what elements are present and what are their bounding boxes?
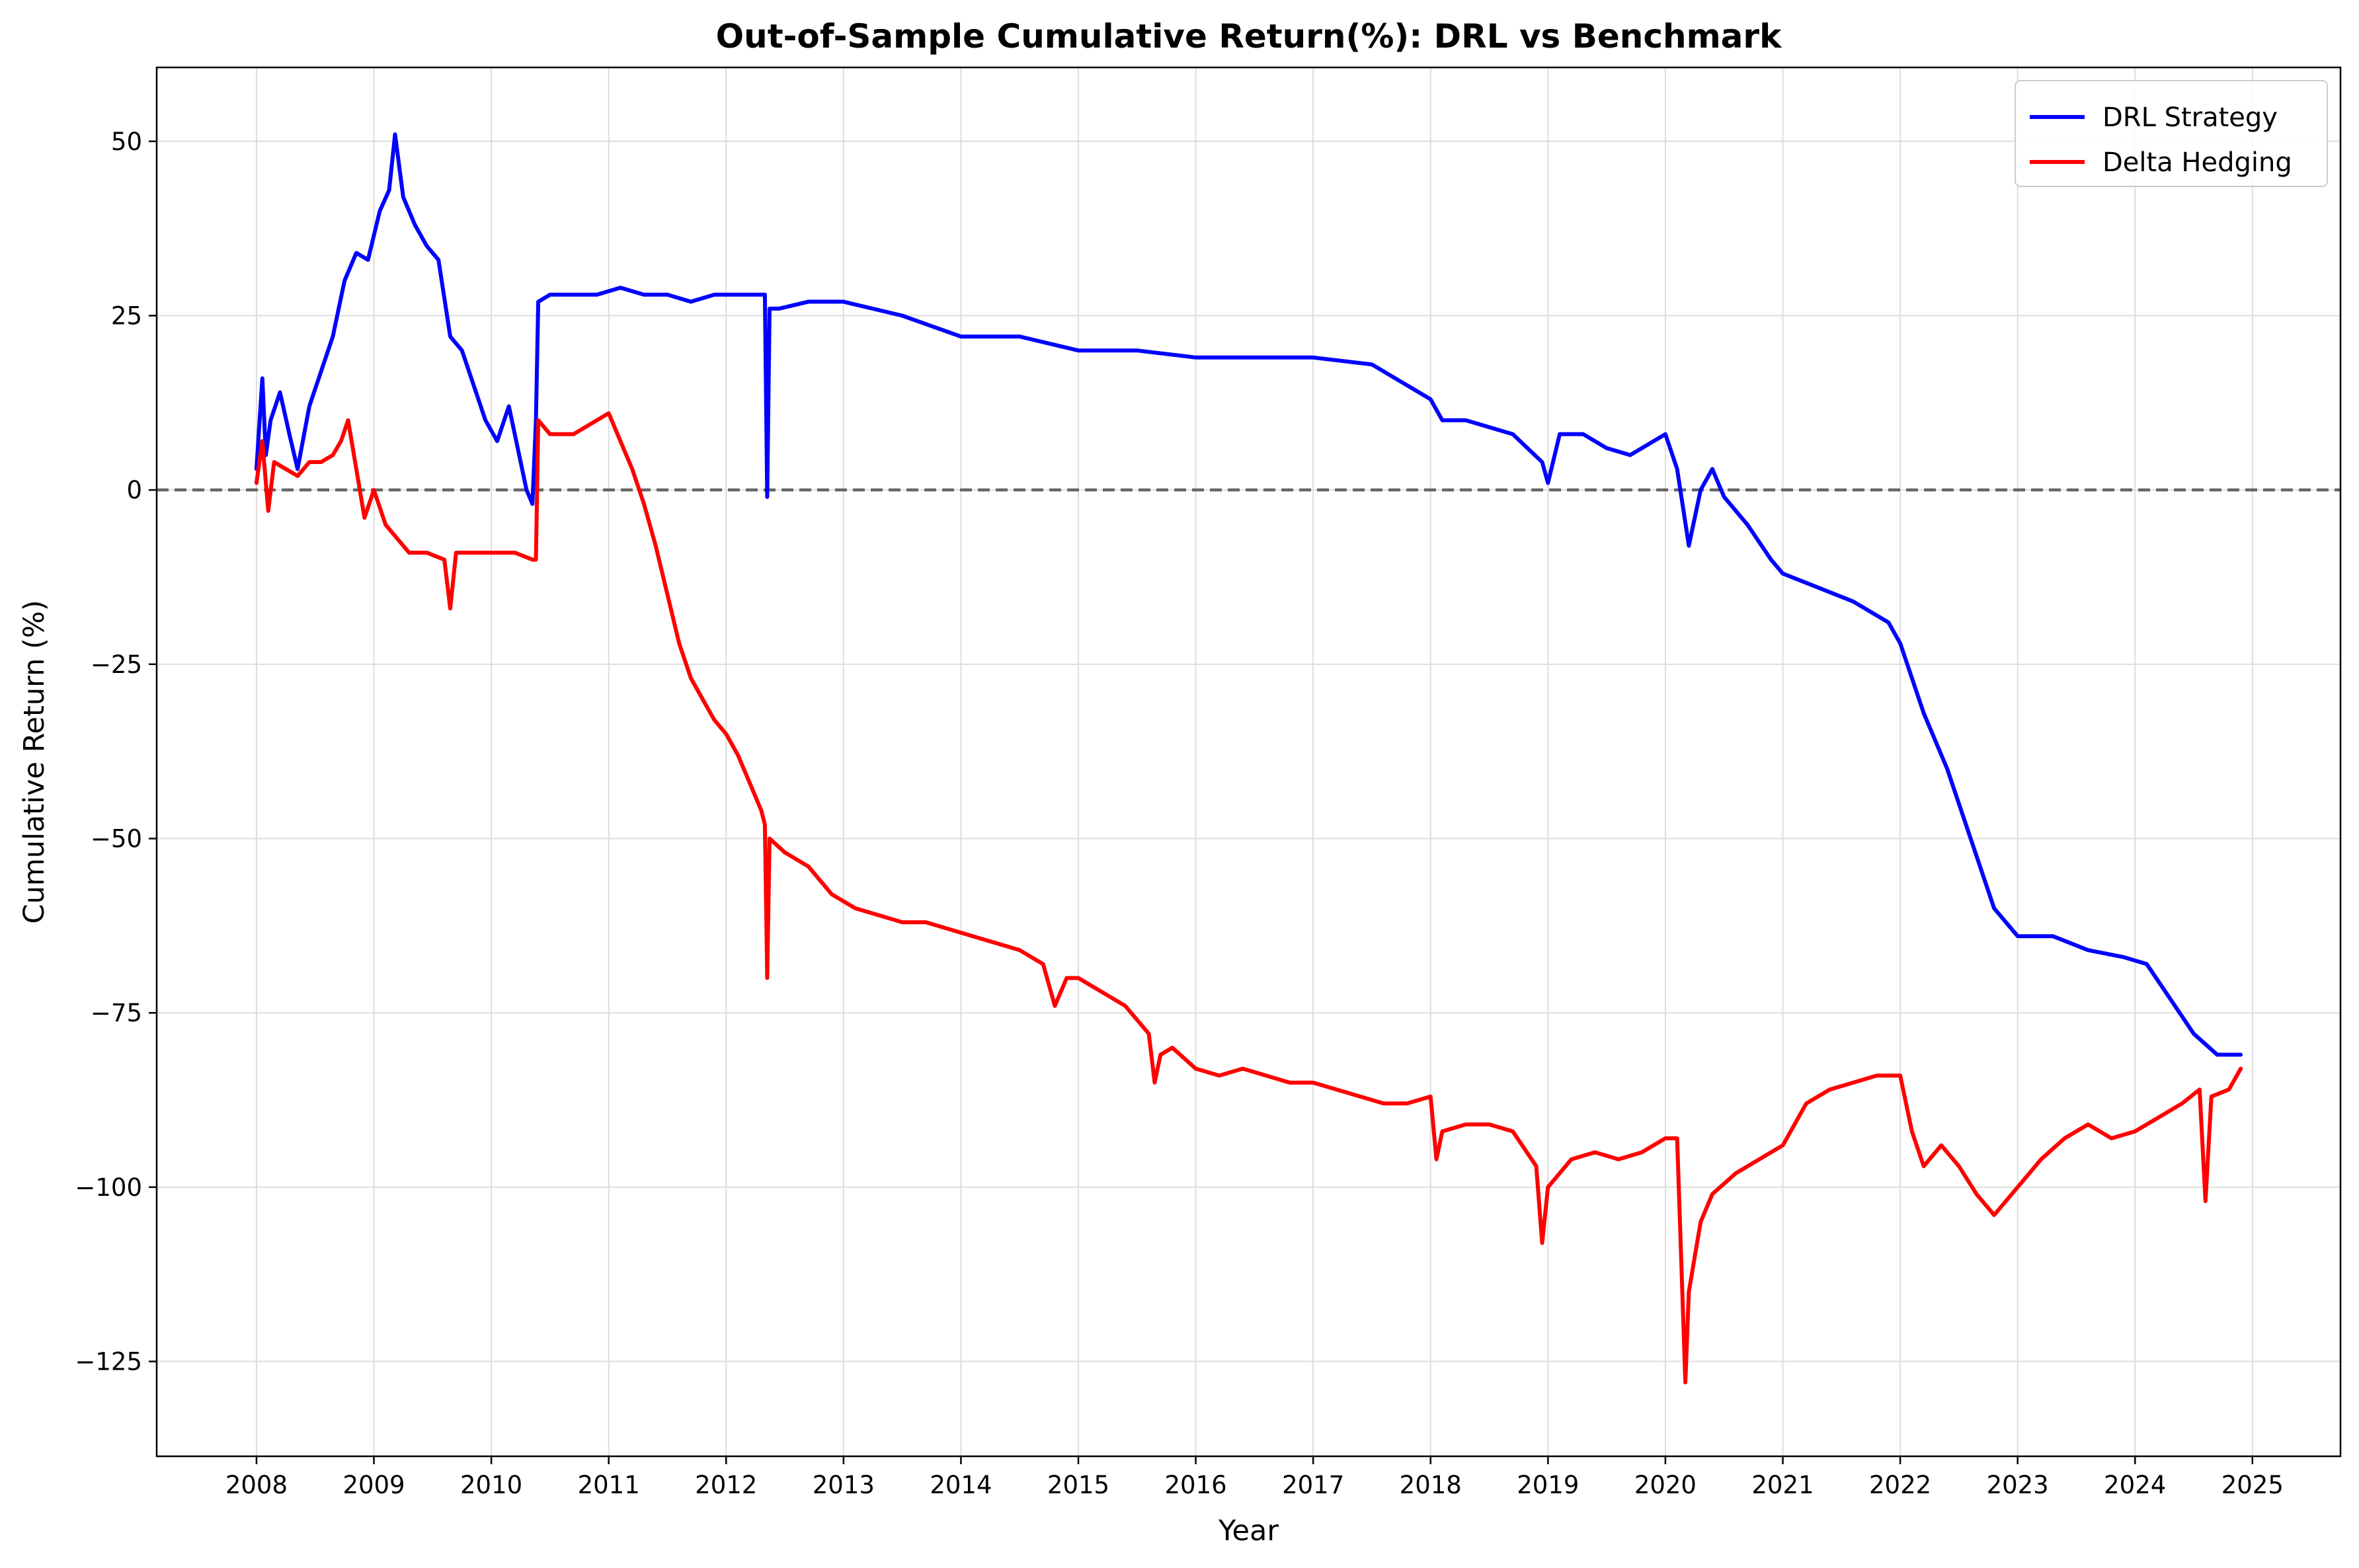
y-tick-label: −100 <box>75 1173 142 1202</box>
x-tick-label: 2023 <box>1987 1471 2049 1499</box>
y-tick-label: −50 <box>91 825 142 853</box>
x-tick-label: 2022 <box>1869 1471 1931 1499</box>
y-tick-label: −75 <box>91 999 142 1027</box>
x-tick-label: 2024 <box>2104 1471 2166 1499</box>
x-tick-label: 2021 <box>1751 1471 1814 1499</box>
grid <box>157 67 2340 1456</box>
y-tick-label: 25 <box>111 301 142 330</box>
x-tick-label: 2017 <box>1282 1471 1344 1499</box>
y-axis-label: Cumulative Return (%) <box>18 600 51 924</box>
x-tick-label: 2016 <box>1165 1471 1227 1499</box>
legend: DRL Strategy Delta Hedging <box>2015 80 2328 187</box>
legend-box <box>2015 80 2328 187</box>
y-tick-label: −125 <box>75 1348 142 1376</box>
x-tick-label: 2013 <box>813 1471 875 1499</box>
y-axis-ticks: 50 25 0 −25 −50 −75 −100 −125 <box>75 128 157 1376</box>
legend-label: Delta Hedging <box>2102 147 2292 178</box>
y-tick-label: −25 <box>91 650 142 679</box>
series-group <box>254 132 2243 1385</box>
plot-frame <box>155 66 2342 1458</box>
x-tick-label: 2009 <box>342 1471 405 1499</box>
series-line-delta-hedging <box>254 411 2243 1385</box>
chart-title: Out-of-Sample Cumulative Return(%): DRL … <box>716 17 1782 56</box>
x-tick-label: 2010 <box>460 1471 522 1499</box>
x-tick-label: 2019 <box>1517 1471 1579 1499</box>
series-line-drl-strategy <box>254 132 2243 1057</box>
legend-label: DRL Strategy <box>2102 102 2278 133</box>
x-tick-label: 2015 <box>1047 1471 1109 1499</box>
x-tick-label: 2011 <box>578 1471 640 1499</box>
x-axis-label: Year <box>1218 1514 1279 1548</box>
x-axis-ticks: 2008 2009 2010 2011 2012 2013 2014 2015 2016 2017… <box>225 1456 2284 1499</box>
y-tick-label: 0 <box>126 476 142 504</box>
x-tick-label: 2008 <box>225 1471 288 1499</box>
x-tick-label: 2014 <box>930 1471 992 1499</box>
y-tick-label: 50 <box>111 128 142 156</box>
x-tick-label: 2018 <box>1400 1471 1462 1499</box>
x-tick-label: 2020 <box>1634 1471 1697 1499</box>
x-tick-label: 2025 <box>2221 1471 2284 1499</box>
x-tick-label: 2012 <box>695 1471 757 1499</box>
